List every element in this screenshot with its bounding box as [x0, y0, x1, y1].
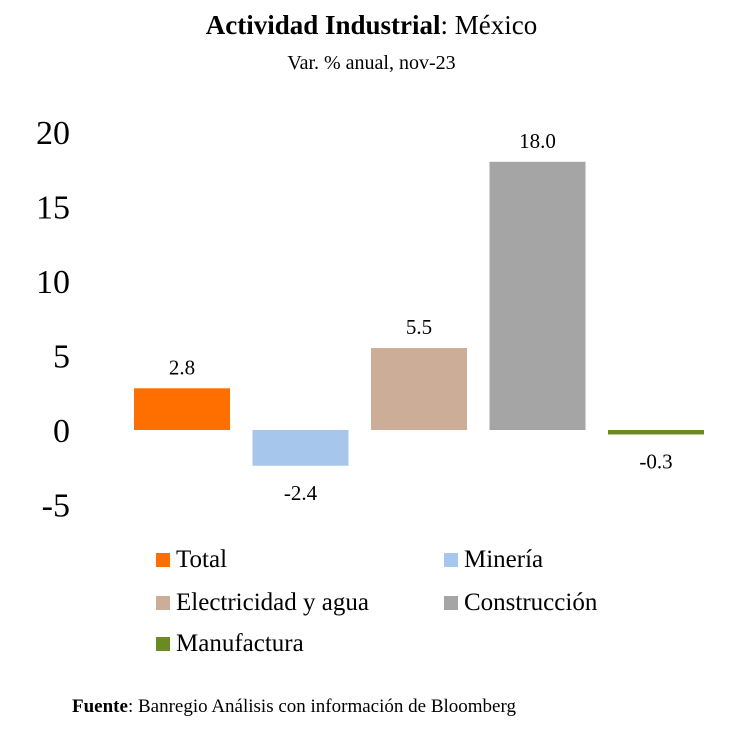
data-label-3: 5.5: [406, 315, 432, 339]
source-note: Fuente: Banregio Análisis con informació…: [72, 696, 516, 718]
data-label-1: 2.8: [169, 355, 195, 379]
source-label: Fuente: [72, 696, 128, 717]
bar-1: [134, 388, 230, 430]
y-tick-label: 5: [53, 339, 70, 376]
y-tick-label: 0: [53, 413, 70, 450]
y-tick-label: 20: [36, 115, 70, 152]
bar-5: [608, 430, 704, 435]
chart-title-bold: Actividad Industrial: [205, 10, 441, 40]
bar-3: [371, 348, 467, 430]
y-tick-label: 15: [36, 190, 70, 227]
source-text: : Banregio Análisis con información de B…: [127, 696, 516, 717]
bar-4: [489, 161, 586, 431]
chart-subtitle: Var. % anual, nov-23: [287, 52, 456, 74]
chart-title-rest: : México: [440, 10, 538, 40]
data-label-5: -0.3: [639, 449, 672, 473]
data-label-4: 18.0: [519, 129, 556, 153]
bar-2: [252, 430, 349, 466]
y-tick-label: 10: [36, 264, 70, 301]
data-label-2: -2.4: [284, 481, 318, 505]
y-tick-label: -5: [42, 488, 70, 525]
chart-title: Actividad Industrial: México: [0, 10, 743, 41]
